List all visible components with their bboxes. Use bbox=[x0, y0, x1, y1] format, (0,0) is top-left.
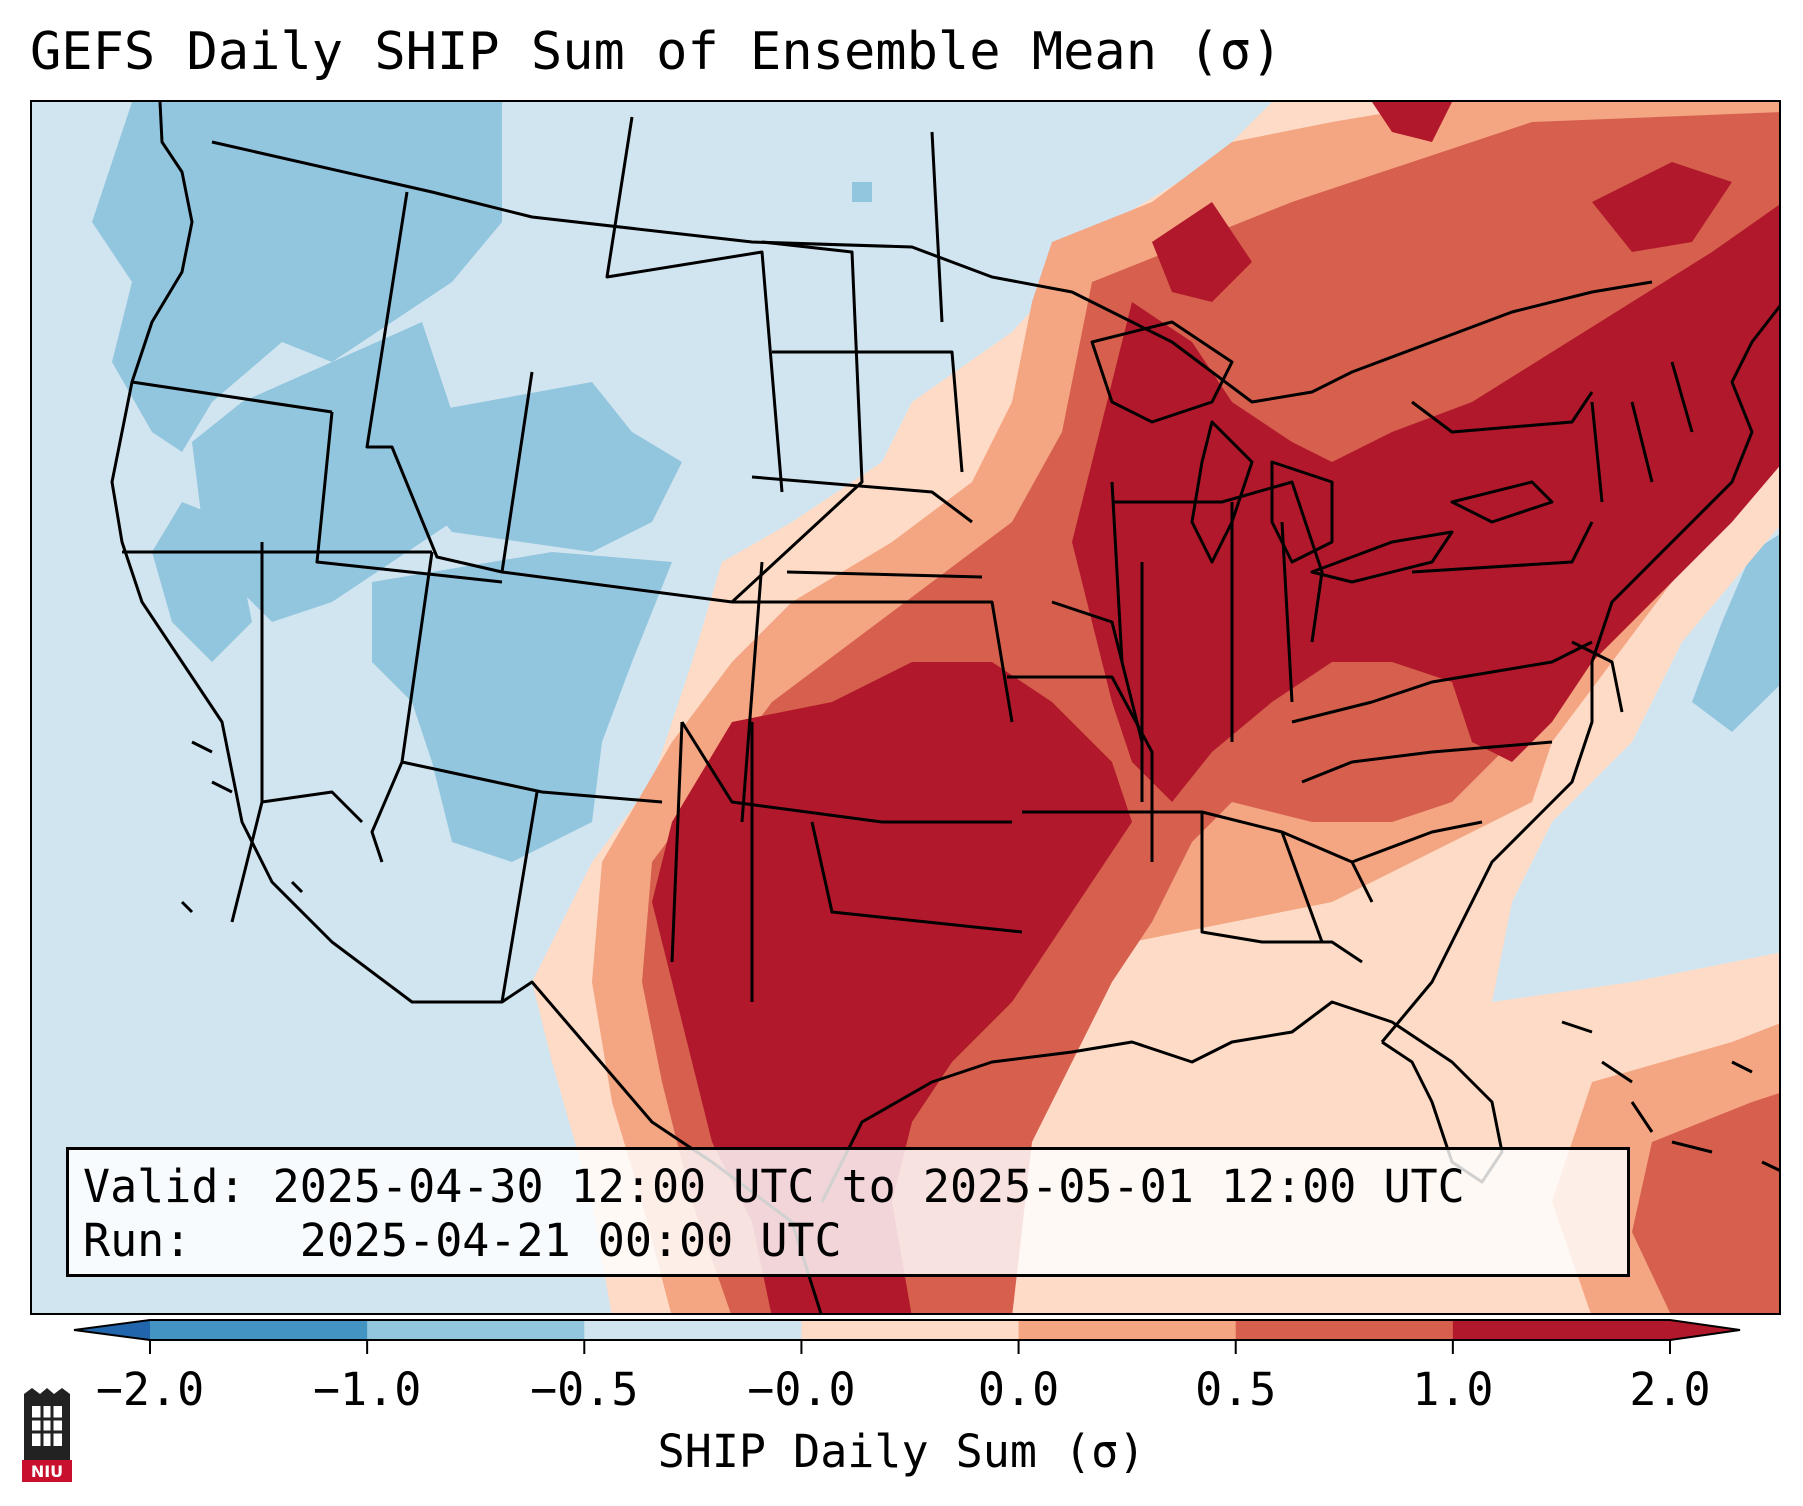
colorbar-tick-label: −2.0 bbox=[95, 1363, 205, 1416]
colorbar-tick-label: 0.5 bbox=[1195, 1363, 1277, 1416]
valid-label: Valid: bbox=[83, 1160, 246, 1213]
colorbar-tick-label: 1.0 bbox=[1412, 1363, 1494, 1416]
colorbar-segment bbox=[1018, 1320, 1237, 1340]
run-label: Run: bbox=[83, 1214, 192, 1267]
coastal-islands bbox=[180, 740, 1779, 1172]
run-value: 2025-04-21 00:00 UTC bbox=[299, 1214, 842, 1267]
colorbar-segment bbox=[150, 1320, 368, 1340]
chart-title: GEFS Daily SHIP Sum of Ensemble Mean (σ) bbox=[30, 22, 1283, 82]
logo-text: NIU bbox=[31, 1462, 63, 1481]
colorbar-tick-label: 2.0 bbox=[1629, 1363, 1711, 1416]
colorbar-under-extension bbox=[74, 1320, 150, 1340]
valid-time-box: Valid: 2025-04-30 12:00 UTC to 2025-05-0… bbox=[66, 1147, 1630, 1277]
colorbar-segment bbox=[1452, 1320, 1671, 1340]
us-outline bbox=[110, 102, 823, 1313]
state-boundaries bbox=[110, 102, 1779, 1313]
map-panel bbox=[30, 100, 1781, 1315]
colorbar-segment bbox=[801, 1320, 1020, 1340]
colorbar-segment bbox=[584, 1320, 802, 1340]
colorbar-tick-label: −0.5 bbox=[530, 1363, 639, 1416]
valid-value: 2025-04-30 12:00 UTC to 2025-05-01 12:00… bbox=[272, 1160, 1465, 1213]
colorbar-tick-label: −1.0 bbox=[312, 1363, 422, 1416]
colorbar-segment bbox=[367, 1320, 585, 1340]
colorbar-label: SHIP Daily Sum (σ) bbox=[657, 1425, 1146, 1478]
great-lakes bbox=[1090, 320, 1554, 584]
colorbar bbox=[73, 1319, 1741, 1354]
niu-logo-icon: NIU bbox=[18, 1386, 76, 1486]
canada-border bbox=[211, 140, 1653, 404]
colorbar-over-extension bbox=[1670, 1320, 1740, 1340]
colorbar-segment bbox=[1235, 1320, 1454, 1340]
colorbar-tick-label: −0.0 bbox=[747, 1363, 856, 1416]
east-coast bbox=[1380, 304, 1779, 1043]
field-map bbox=[92, 102, 1779, 1313]
colorbar-tick-label: 0.0 bbox=[977, 1363, 1060, 1416]
